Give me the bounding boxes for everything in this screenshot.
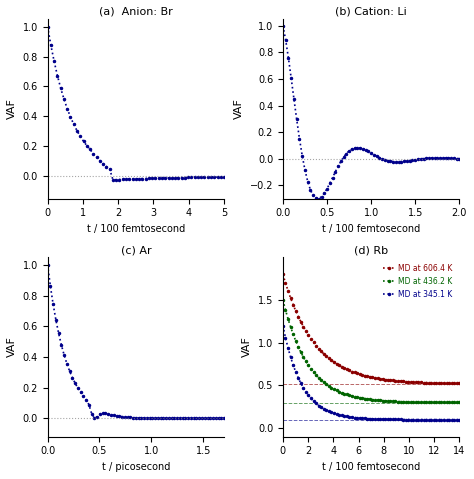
MD at 436.2 K (326, 383, 332, 389)
Title: (b) Cation: Li: (b) Cation: Li (335, 7, 407, 17)
MD at 345.1 K (280, 323, 286, 329)
MD at 606.4 K (326, 355, 332, 361)
MD at 345.1 K (428, 417, 434, 422)
MD at 436.2 K (334, 388, 339, 393)
MD at 436.2 K (428, 399, 434, 405)
Legend: MD at 606.4 K, MD at 436.2 K, MD at 345.1 K: MD at 606.4 K, MD at 436.2 K, MD at 345.… (380, 261, 456, 302)
MD at 436.2 K (377, 398, 383, 403)
Title: (a)  Anion: Br: (a) Anion: Br (99, 7, 173, 17)
Y-axis label: VAF: VAF (242, 337, 252, 357)
Y-axis label: VAF: VAF (234, 99, 244, 119)
Title: (c) Ar: (c) Ar (120, 245, 151, 255)
MD at 606.4 K (334, 361, 339, 367)
MD at 606.4 K (377, 376, 383, 382)
X-axis label: t / 100 femtosecond: t / 100 femtosecond (87, 224, 185, 234)
MD at 606.4 K (280, 272, 286, 277)
MD at 436.2 K (456, 399, 462, 405)
MD at 436.2 K (280, 297, 286, 303)
Line: MD at 436.2 K: MD at 436.2 K (281, 298, 462, 405)
MD at 606.4 K (321, 351, 327, 357)
MD at 436.2 K (431, 399, 437, 405)
MD at 345.1 K (431, 417, 437, 422)
MD at 345.1 K (377, 416, 383, 422)
MD at 606.4 K (456, 380, 462, 386)
X-axis label: t / 100 femtosecond: t / 100 femtosecond (322, 462, 420, 472)
Line: MD at 345.1 K: MD at 345.1 K (281, 323, 462, 422)
MD at 345.1 K (321, 406, 327, 412)
X-axis label: t / picosecond: t / picosecond (101, 462, 170, 472)
Line: MD at 606.4 K: MD at 606.4 K (281, 272, 462, 386)
MD at 436.2 K (321, 379, 327, 385)
Title: (d) Rb: (d) Rb (354, 245, 388, 255)
Y-axis label: VAF: VAF (7, 337, 17, 357)
Y-axis label: VAF: VAF (7, 99, 17, 119)
MD at 606.4 K (428, 380, 434, 386)
MD at 606.4 K (431, 380, 437, 386)
X-axis label: t / 100 femtosecond: t / 100 femtosecond (322, 224, 420, 234)
MD at 345.1 K (326, 409, 332, 414)
MD at 345.1 K (334, 411, 339, 417)
MD at 345.1 K (456, 417, 462, 422)
